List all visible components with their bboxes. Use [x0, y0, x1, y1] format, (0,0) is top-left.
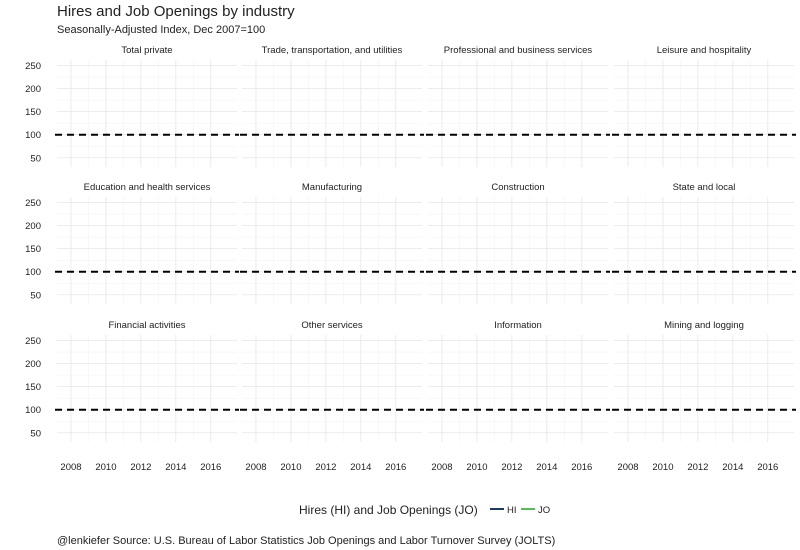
facet-panel: Education and health services	[55, 182, 239, 304]
legend-label: JO	[538, 505, 550, 516]
x-tick-label: 2010	[652, 462, 673, 473]
legend: Hires (HI) and Job Openings (JO) HI JO	[299, 503, 550, 517]
x-tick-label: 2012	[315, 462, 336, 473]
x-tick-label: 2016	[571, 462, 592, 473]
x-tick-label: 2008	[60, 462, 81, 473]
facet-panel: Trade, transportation, and utilities	[240, 45, 424, 167]
x-tick-label: 2012	[130, 462, 151, 473]
y-tick-label: 50	[30, 153, 41, 164]
facet-strip-label: State and local	[673, 182, 736, 193]
chart-caption: @lenkiefer Source: U.S. Bureau of Labor …	[57, 535, 556, 547]
chart-title: Hires and Job Openings by industry	[57, 3, 295, 20]
facet-strip-label: Trade, transportation, and utilities	[262, 45, 403, 56]
x-tick-label: 2010	[280, 462, 301, 473]
x-tick-label: 2008	[431, 462, 452, 473]
y-tick-label: 50	[30, 290, 41, 301]
y-tick-label: 250	[25, 61, 41, 72]
facet-strip-label: Manufacturing	[302, 182, 362, 193]
facet-strip-label: Information	[494, 320, 542, 331]
x-tick-label: 2014	[350, 462, 371, 473]
x-tick-label: 2016	[385, 462, 406, 473]
y-tick-label: 200	[25, 84, 41, 95]
facet-panel: Mining and logging	[612, 320, 796, 442]
facet-panel: Construction	[426, 182, 610, 304]
y-tick-label: 150	[25, 107, 41, 118]
y-tick-label: 250	[25, 336, 41, 347]
x-tick-label: 2012	[501, 462, 522, 473]
chart-subtitle: Seasonally-Adjusted Index, Dec 2007=100	[57, 24, 266, 36]
x-tick-label: 2014	[165, 462, 186, 473]
facet-panel: Other services	[240, 320, 424, 442]
y-tick-label: 100	[25, 130, 41, 141]
x-tick-label: 2008	[245, 462, 266, 473]
y-tick-label: 100	[25, 267, 41, 278]
facet-panel: Financial activities	[55, 320, 239, 442]
facet-panel: Professional and business services	[426, 45, 610, 167]
facet-panel: Leisure and hospitality	[612, 45, 796, 167]
x-tick-label: 2012	[687, 462, 708, 473]
facet-strip-label: Financial activities	[108, 320, 185, 331]
facet-strip-label: Construction	[491, 182, 544, 193]
facet-strip-label: Professional and business services	[444, 45, 593, 56]
facet-panel: State and local	[612, 182, 796, 304]
facet-strip-label: Total private	[121, 45, 172, 56]
x-tick-label: 2016	[757, 462, 778, 473]
legend-title: Hires (HI) and Job Openings (JO)	[299, 503, 478, 517]
facet-strip-label: Other services	[301, 320, 362, 331]
x-tick-label: 2008	[617, 462, 638, 473]
facet-strip-label: Education and health services	[84, 182, 211, 193]
y-tick-label: 150	[25, 244, 41, 255]
facet-panel: Manufacturing	[240, 182, 424, 304]
facet-strip-label: Mining and logging	[664, 320, 744, 331]
facet-strip-label: Leisure and hospitality	[657, 45, 752, 56]
x-tick-label: 2014	[722, 462, 743, 473]
y-tick-label: 100	[25, 405, 41, 416]
y-tick-label: 50	[30, 428, 41, 439]
x-tick-label: 2010	[95, 462, 116, 473]
y-tick-label: 200	[25, 221, 41, 232]
x-tick-label: 2016	[200, 462, 221, 473]
facet-panel: Information	[426, 320, 610, 442]
facet-panel: Total private	[55, 45, 239, 167]
legend-label: HI	[507, 505, 517, 516]
y-tick-label: 250	[25, 198, 41, 209]
x-tick-label: 2010	[466, 462, 487, 473]
x-tick-label: 2014	[536, 462, 557, 473]
y-tick-label: 200	[25, 359, 41, 370]
y-tick-label: 150	[25, 382, 41, 393]
